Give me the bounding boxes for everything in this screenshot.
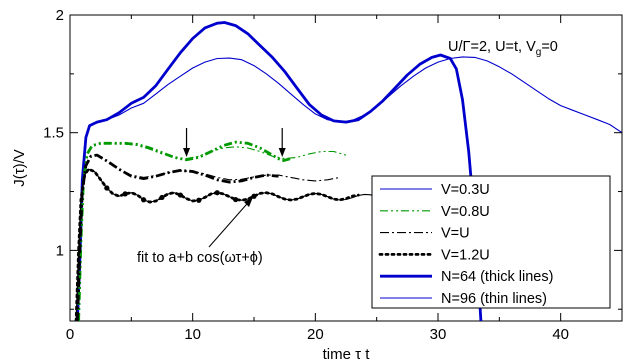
fit-pointer-line (208, 196, 254, 248)
x-tick-label: 0 (66, 326, 74, 343)
fit-annotation: fit to a+b cos(ωτ+ϕ) (137, 250, 263, 266)
series-line-5 (76, 154, 341, 321)
fit-marker-point (141, 197, 147, 203)
fit-marker-layer (104, 185, 257, 203)
period-arrowhead (278, 148, 286, 157)
y-axis-label: J(τ)/V (11, 149, 28, 187)
fit-marker-point (159, 194, 165, 201)
fit-marker-point (214, 190, 220, 196)
legend-frame (371, 175, 611, 309)
x-tick-label: 10 (184, 326, 201, 343)
legend-label: N=64 (thick lines) (441, 269, 553, 285)
x-tick-label: 20 (307, 326, 324, 343)
y-tick-label: 1.5 (43, 125, 64, 142)
arrow-layer (183, 128, 286, 157)
fit-marker-point (177, 192, 183, 198)
series-line-4 (76, 153, 279, 321)
series-layer (74, 21, 622, 321)
series-line-1 (76, 56, 622, 321)
fit-marker-point (122, 191, 128, 197)
series-line-3 (78, 142, 347, 321)
x-tick-label: 40 (552, 326, 569, 343)
legend-label: V=0.3U (441, 182, 490, 198)
series-line-0 (76, 21, 483, 321)
legend: V=0.3U V=0.8U V=U V=1.2U N=64 (thick lines) N… (371, 175, 611, 309)
legend-label: V=0.8U (441, 204, 490, 220)
series-line-2 (77, 140, 292, 321)
plot-frame (69, 14, 623, 322)
params-annotation: U/Γ=2, U=t, Vg=0 (448, 39, 558, 58)
legend-label: V=1.2U (441, 247, 490, 263)
x-tick-label: 30 (430, 326, 447, 343)
y-tick-label: 1 (56, 242, 64, 259)
fit-pointer-arrowhead (244, 197, 253, 207)
legend-label: N=96 (thin lines) (441, 291, 547, 307)
legend-label: V=U (441, 226, 470, 242)
fit-marker-point (104, 185, 110, 191)
x-axis-label: time τ t (323, 346, 371, 362)
y-tick-label: 2 (56, 7, 64, 24)
tick-layer: 0 10 20 30 40 1 1.5 2 (43, 7, 622, 343)
fit-marker-point (196, 197, 202, 203)
fit-marker-point (233, 196, 239, 203)
period-arrowhead (183, 148, 191, 157)
